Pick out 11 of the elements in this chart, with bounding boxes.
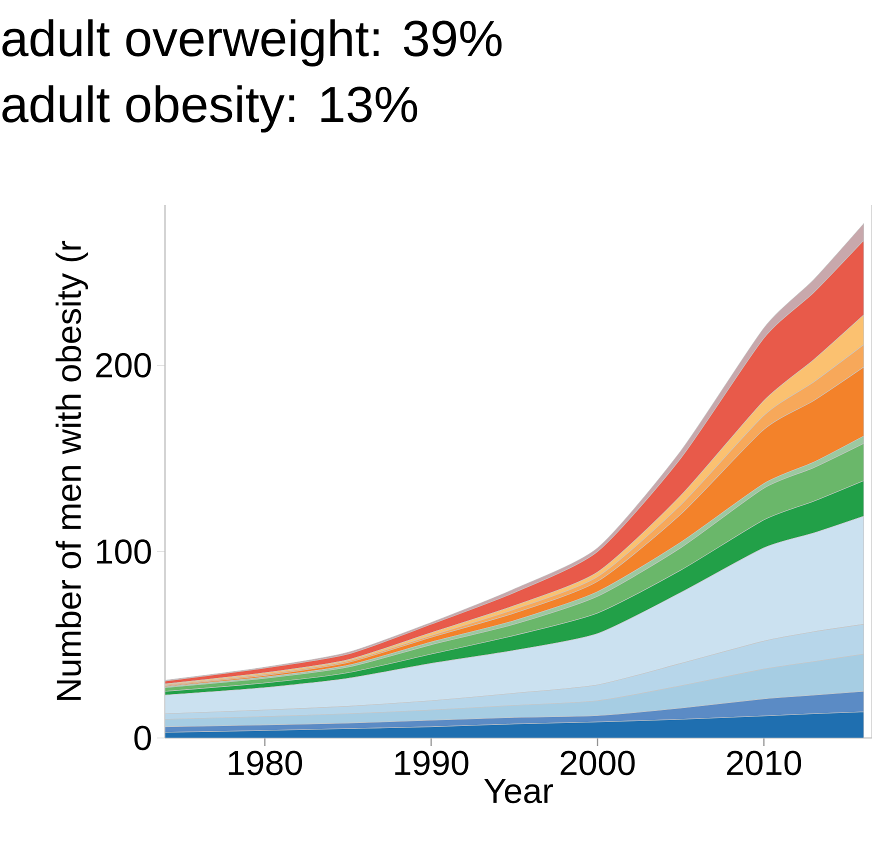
y-axis-title: Number of men with obesity (r bbox=[56, 240, 88, 700]
y-tick-label: 200 bbox=[96, 352, 151, 378]
x-axis-title: Year bbox=[484, 779, 553, 804]
x-tick-label: 1990 bbox=[395, 750, 468, 776]
y-tick-label: 0 bbox=[134, 726, 151, 750]
chart-subtitle: adult obesity: 13% bbox=[2, 85, 418, 133]
x-tick-label: 2000 bbox=[560, 750, 635, 776]
y-tick-label: 100 bbox=[97, 539, 151, 564]
x-tick-label: 1980 bbox=[228, 750, 302, 776]
chart-title: adult overweight: 39% bbox=[2, 19, 502, 67]
x-tick-label: 2010 bbox=[727, 750, 802, 776]
